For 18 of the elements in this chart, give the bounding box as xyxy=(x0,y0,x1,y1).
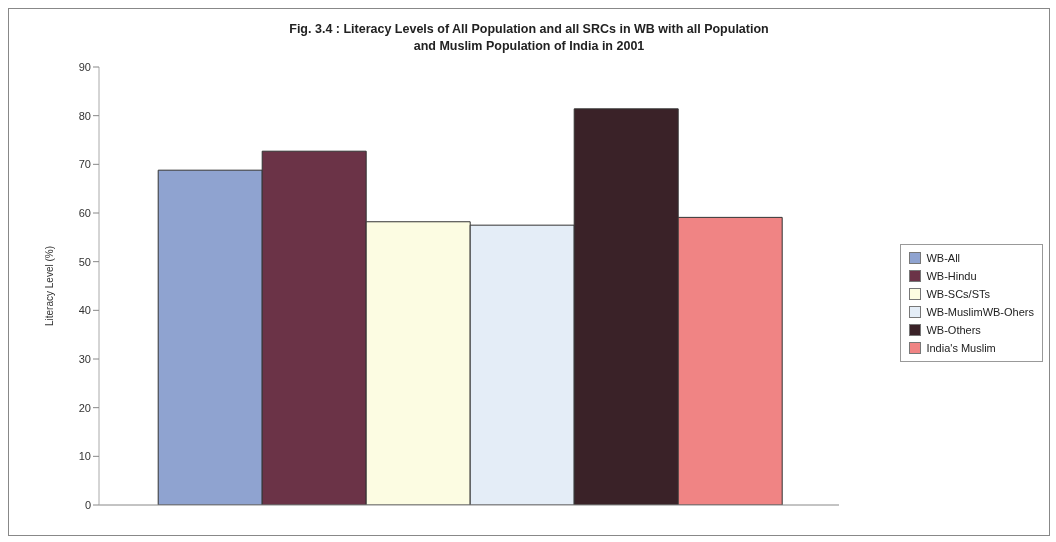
y-tick-label: 80 xyxy=(78,109,91,122)
legend-label: India's Muslim xyxy=(926,341,996,356)
legend-label: WB-SCs/STs xyxy=(926,287,990,302)
legend-label: WB-MuslimWB-Ohers xyxy=(926,305,1034,320)
y-axis-title: Literacy Level (%) xyxy=(43,245,55,327)
chart-title: Fig. 3.4 : Literacy Levels of All Population and all SRCs in WB with all Population and Muslim Population of India in 2001 xyxy=(288,21,770,55)
y-tick-label: 50 xyxy=(78,255,91,268)
legend-label: WB-Others xyxy=(926,323,981,338)
legend-label: WB-Hindu xyxy=(926,269,977,284)
y-tick-label: 90 xyxy=(78,60,91,73)
y-tick-label: 30 xyxy=(78,352,91,365)
y-tick-label: 20 xyxy=(78,401,91,414)
y-tick-label: 40 xyxy=(78,304,91,317)
y-tick-label: 60 xyxy=(78,206,91,219)
y-tick-label: 0 xyxy=(84,498,91,511)
y-tick-label: 70 xyxy=(78,158,91,171)
legend-label: WB-All xyxy=(926,251,961,266)
y-tick-label: 10 xyxy=(78,450,91,463)
